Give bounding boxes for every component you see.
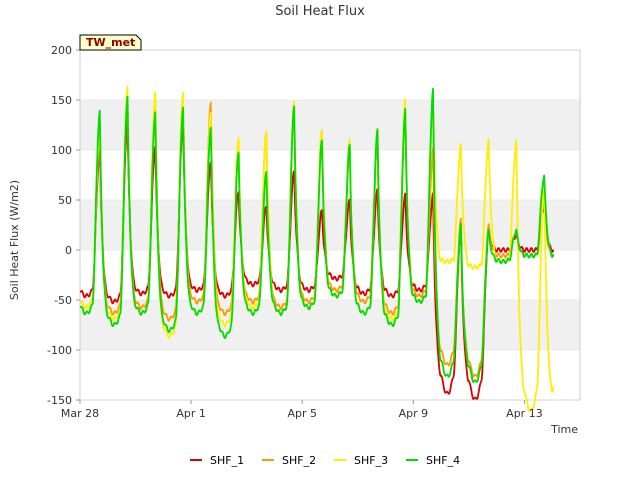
legend-label-shf-4: SHF_4 xyxy=(426,454,460,467)
legend-label-shf-3: SHF_3 xyxy=(354,454,388,467)
y-tick-label-6: 150 xyxy=(51,94,72,107)
band-0 xyxy=(80,300,580,350)
x-tick-label-3: Apr 9 xyxy=(399,407,429,420)
y-axis-title: Soil Heat Flux (W/m2) xyxy=(8,180,21,300)
plot-bands xyxy=(80,100,580,350)
legend-label-shf-1: SHF_1 xyxy=(210,454,244,467)
x-tick-label-0: Mar 28 xyxy=(61,407,99,420)
y-tick-label-7: 200 xyxy=(51,44,72,57)
station-badge: TW_met xyxy=(79,34,142,51)
y-tick-label-0: -150 xyxy=(47,394,72,407)
station-badge-shape xyxy=(79,34,142,51)
series-line-shf-4 xyxy=(79,87,555,383)
chart-title: Soil Heat Flux xyxy=(275,4,365,19)
y-tick-label-2: -50 xyxy=(54,294,72,307)
y-tick-label-3: 0 xyxy=(65,244,72,257)
station-badge-label: TW_met xyxy=(86,36,135,49)
x-tick-label-4: Apr 13 xyxy=(506,407,543,420)
legend: SHF_1 SHF_2 SHF_3 SHF_4 xyxy=(190,454,460,467)
band-1 xyxy=(80,200,580,250)
x-tick-label-2: Apr 5 xyxy=(287,407,317,420)
band-2 xyxy=(80,100,580,150)
legend-label-shf-2: SHF_2 xyxy=(282,454,316,467)
y-tick-label-4: 50 xyxy=(58,194,72,207)
y-tick-label-1: -100 xyxy=(47,344,72,357)
y-tick-label-5: 100 xyxy=(51,144,72,157)
grid-lines xyxy=(80,49,580,401)
y-axis-ticks: -150 -100 -50 0 50 100 150 200 xyxy=(47,44,80,407)
x-axis-ticks: Mar 28 Apr 1 Apr 5 Apr 9 Apr 13 xyxy=(61,400,543,420)
x-axis-title: Time xyxy=(550,423,578,436)
series-lines xyxy=(79,85,555,413)
x-tick-label-1: Apr 1 xyxy=(176,407,206,420)
